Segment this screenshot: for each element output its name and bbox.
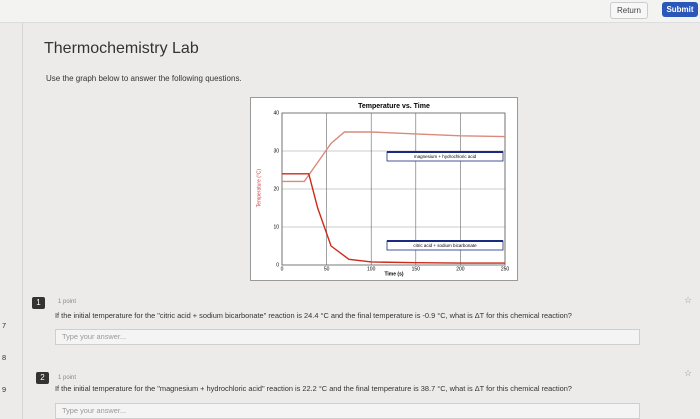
gutter-line	[22, 23, 23, 419]
flag-icon[interactable]: ☆	[684, 295, 693, 305]
question-number: 2	[36, 372, 49, 384]
return-button[interactable]: Return	[610, 2, 648, 19]
y-tick-label: 40	[273, 110, 279, 116]
gutter-number: 7	[2, 321, 7, 330]
chart: Temperature vs. Time Temperature (°C) Ti…	[250, 97, 518, 281]
y-tick-label: 10	[273, 224, 279, 230]
flag-icon[interactable]: ☆	[684, 368, 693, 378]
series-line	[282, 173, 505, 264]
gutter-number: 8	[2, 353, 7, 362]
answer-input[interactable]: Type your answer...	[55, 329, 640, 345]
y-tick-label: 20	[273, 186, 279, 192]
question-text: If the initial temperature for the "magn…	[55, 384, 572, 393]
plot-frame	[281, 112, 506, 266]
answer-input[interactable]: Type your answer...	[55, 403, 640, 419]
submit-button[interactable]: Submit	[662, 2, 698, 17]
question-points: 1 point	[58, 375, 77, 381]
y-tick-label: 0	[276, 262, 279, 268]
gutter-number: 9	[2, 385, 7, 394]
instructions: Use the graph below to answer the follow…	[46, 74, 242, 83]
x-tick-label: 200	[456, 266, 465, 272]
legend-label: magnesium + hydrochloric acid	[414, 154, 477, 159]
top-bar	[0, 0, 700, 23]
x-tick-label: 50	[324, 266, 330, 272]
x-tick-label: 0	[281, 266, 284, 272]
chart-title: Temperature vs. Time	[358, 103, 430, 110]
legend-label: citric acid + sodium bicarbonate	[413, 243, 477, 248]
question-points: 1 point	[58, 299, 77, 305]
x-axis-label: Time (s)	[384, 271, 403, 277]
page-title: Thermochemistry Lab	[44, 40, 199, 57]
question-text: If the initial temperature for the "citr…	[55, 311, 572, 320]
y-axis-label: Temperature (°C)	[256, 168, 262, 207]
x-tick-label: 150	[412, 266, 421, 272]
question-number: 1	[32, 297, 45, 309]
x-tick-label: 250	[501, 266, 510, 272]
x-tick-label: 100	[367, 266, 376, 272]
y-tick-label: 30	[273, 148, 279, 154]
